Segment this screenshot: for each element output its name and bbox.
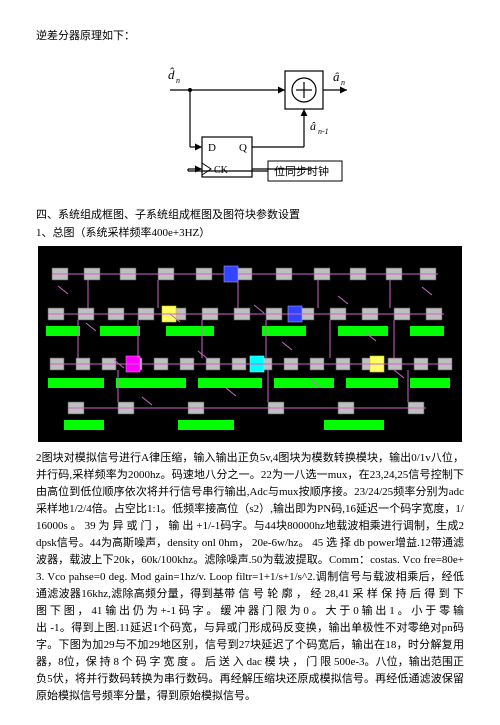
section-title: 逆差分器原理如下： <box>36 28 464 45</box>
svg-text:â: â <box>333 69 340 84</box>
svg-text:n-1: n-1 <box>318 127 329 136</box>
body-paragraph: 2图块对模拟信号进行A律压缩，输入输出正负5v,4图块为模数转换模块，输出0/1… <box>36 450 464 706</box>
section-4-heading: 四、系统组成框图、子系统组成框图及图符块参数设置 <box>36 207 464 224</box>
svg-text:Q: Q <box>239 142 247 154</box>
figure-2-diagram <box>38 246 462 442</box>
figure-1-diagram: DQCKd̂nânân-1位同步时钟 <box>140 59 360 189</box>
figure-1-container: DQCKd̂nânân-1位同步时钟 <box>36 59 464 189</box>
svg-text:n: n <box>176 76 180 85</box>
svg-text:位同步时钟: 位同步时钟 <box>274 164 329 178</box>
svg-text:d̂: d̂ <box>168 67 175 82</box>
section-4-sub1: 1、总图（系统采样频率400e+3HZ） <box>36 225 464 242</box>
svg-text:D: D <box>208 142 216 154</box>
figure-2-container <box>36 246 464 442</box>
svg-text:â: â <box>310 119 316 133</box>
svg-text:n: n <box>341 78 345 87</box>
